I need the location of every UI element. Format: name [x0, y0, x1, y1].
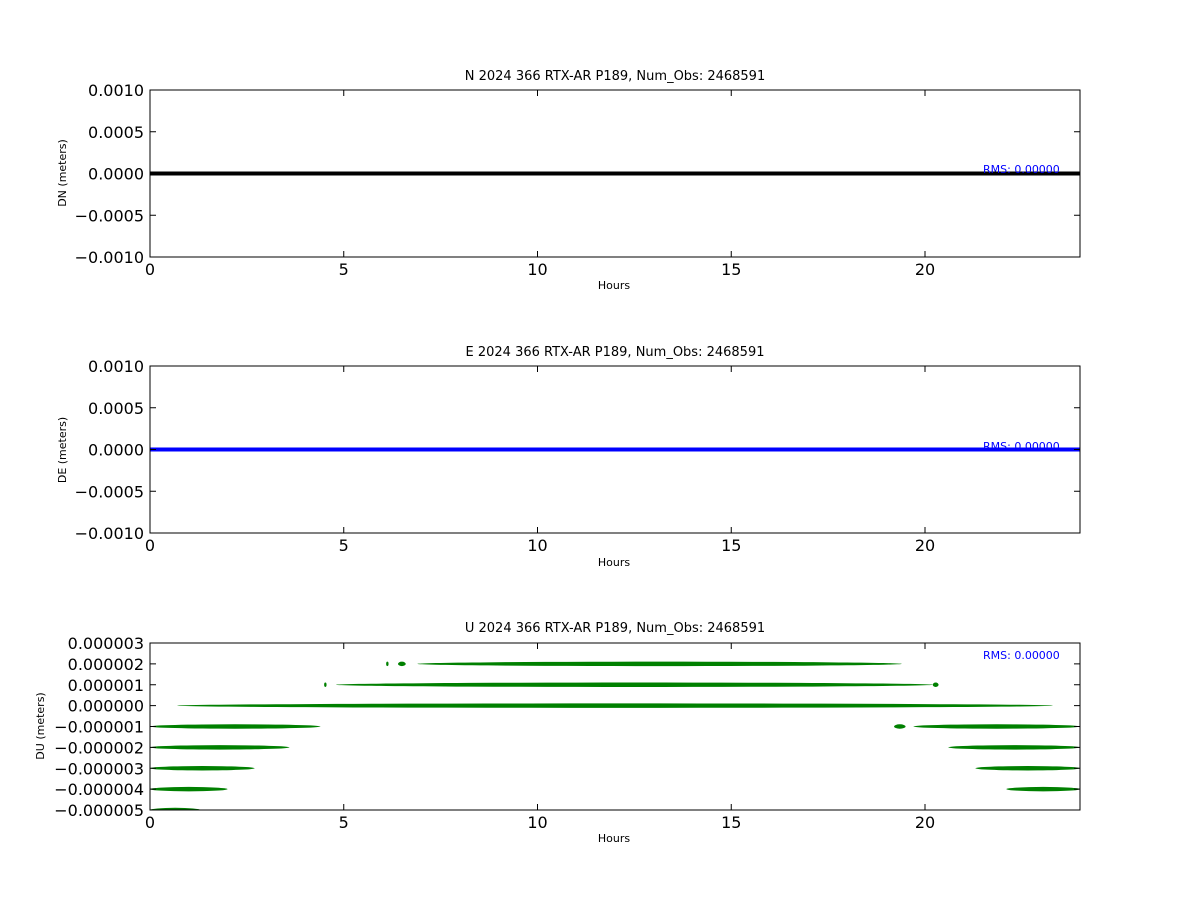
up-title: U 2024 366 RTX-AR P189, Num_Obs: 2468591 — [465, 621, 765, 636]
up-data-segment — [150, 745, 290, 750]
up-data-segment — [398, 661, 406, 667]
up-x-tick-label: 5 — [339, 813, 349, 832]
north-ylabel: DN (meters) — [56, 139, 69, 207]
up-data-segment — [336, 682, 933, 687]
up-x-tick-label: 15 — [721, 813, 741, 832]
up-y-tick-label: −0.000002 — [54, 738, 144, 757]
north-y-tick-label: −0.0005 — [75, 206, 144, 225]
up-data-segment — [150, 724, 321, 729]
up-panel: U 2024 366 RTX-AR P189, Num_Obs: 2468591… — [34, 621, 1081, 845]
east-y-tick-label: 0.0005 — [88, 399, 144, 418]
north-y-tick-label: 0.0000 — [88, 165, 144, 184]
up-data-segment — [417, 661, 902, 667]
east-y-tick-label: −0.0005 — [75, 482, 144, 501]
north-y-tick-label: −0.0010 — [75, 248, 144, 267]
east-x-tick-label: 15 — [721, 536, 741, 555]
north-x-tick-label: 20 — [915, 260, 935, 279]
up-y-tick-label: 0.000002 — [68, 655, 144, 674]
up-data-segment — [324, 682, 327, 687]
up-data-segment — [1006, 786, 1080, 792]
east-x-tick-label: 0 — [145, 536, 155, 555]
north-x-tick-label: 15 — [721, 260, 741, 279]
up-x-tick-label: 0 — [145, 813, 155, 832]
north-rms-annotation: RMS: 0.00000 — [983, 163, 1060, 176]
up-rms-annotation: RMS: 0.00000 — [983, 649, 1060, 662]
up-data-segment — [975, 766, 1080, 771]
up-series — [150, 661, 1080, 810]
up-x-tick-label: 10 — [527, 813, 547, 832]
north-xlabel: Hours — [598, 279, 630, 292]
up-data-segment — [894, 724, 906, 729]
up-data-segment — [386, 661, 389, 667]
up-y-tick-label: 0.000000 — [68, 697, 144, 716]
up-data-segment — [150, 786, 228, 792]
up-xlabel: Hours — [598, 832, 630, 845]
up-y-tick-label: −0.000005 — [54, 801, 144, 820]
up-x-tick-label: 20 — [915, 813, 935, 832]
up-data-segment — [913, 724, 1080, 729]
up-y-tick-label: 0.000003 — [68, 634, 144, 653]
up-ylabel: DU (meters) — [34, 692, 47, 759]
north-x-tick-label: 0 — [145, 260, 155, 279]
up-data-segment — [177, 703, 1053, 708]
east-y-tick-label: −0.0010 — [75, 524, 144, 543]
north-title: N 2024 366 RTX-AR P189, Num_Obs: 2468591 — [465, 69, 765, 84]
north-y-tick-label: 0.0005 — [88, 123, 144, 142]
east-panel: E 2024 366 RTX-AR P189, Num_Obs: 2468591… — [56, 345, 1081, 569]
up-data-segment — [150, 807, 201, 810]
east-rms-annotation: RMS: 0.00000 — [983, 440, 1060, 453]
east-xlabel: Hours — [598, 556, 630, 569]
up-data-segment — [150, 766, 255, 771]
east-ylabel: DE (meters) — [56, 417, 69, 483]
up-y-tick-label: 0.000001 — [68, 676, 144, 695]
north-panel: N 2024 366 RTX-AR P189, Num_Obs: 2468591… — [56, 69, 1081, 292]
up-y-tick-label: −0.000001 — [54, 718, 144, 737]
north-x-tick-label: 10 — [527, 260, 547, 279]
east-x-tick-label: 10 — [527, 536, 547, 555]
east-y-tick-label: 0.0000 — [88, 441, 144, 460]
north-x-tick-label: 5 — [339, 260, 349, 279]
north-y-tick-label: 0.0010 — [88, 81, 144, 100]
east-x-tick-label: 5 — [339, 536, 349, 555]
east-x-tick-label: 20 — [915, 536, 935, 555]
up-y-tick-label: −0.000004 — [54, 780, 144, 799]
up-data-segment — [932, 682, 939, 687]
up-y-tick-label: −0.000003 — [54, 759, 144, 778]
up-data-segment — [948, 745, 1080, 750]
east-title: E 2024 366 RTX-AR P189, Num_Obs: 2468591 — [466, 345, 765, 360]
east-y-tick-label: 0.0010 — [88, 357, 144, 376]
